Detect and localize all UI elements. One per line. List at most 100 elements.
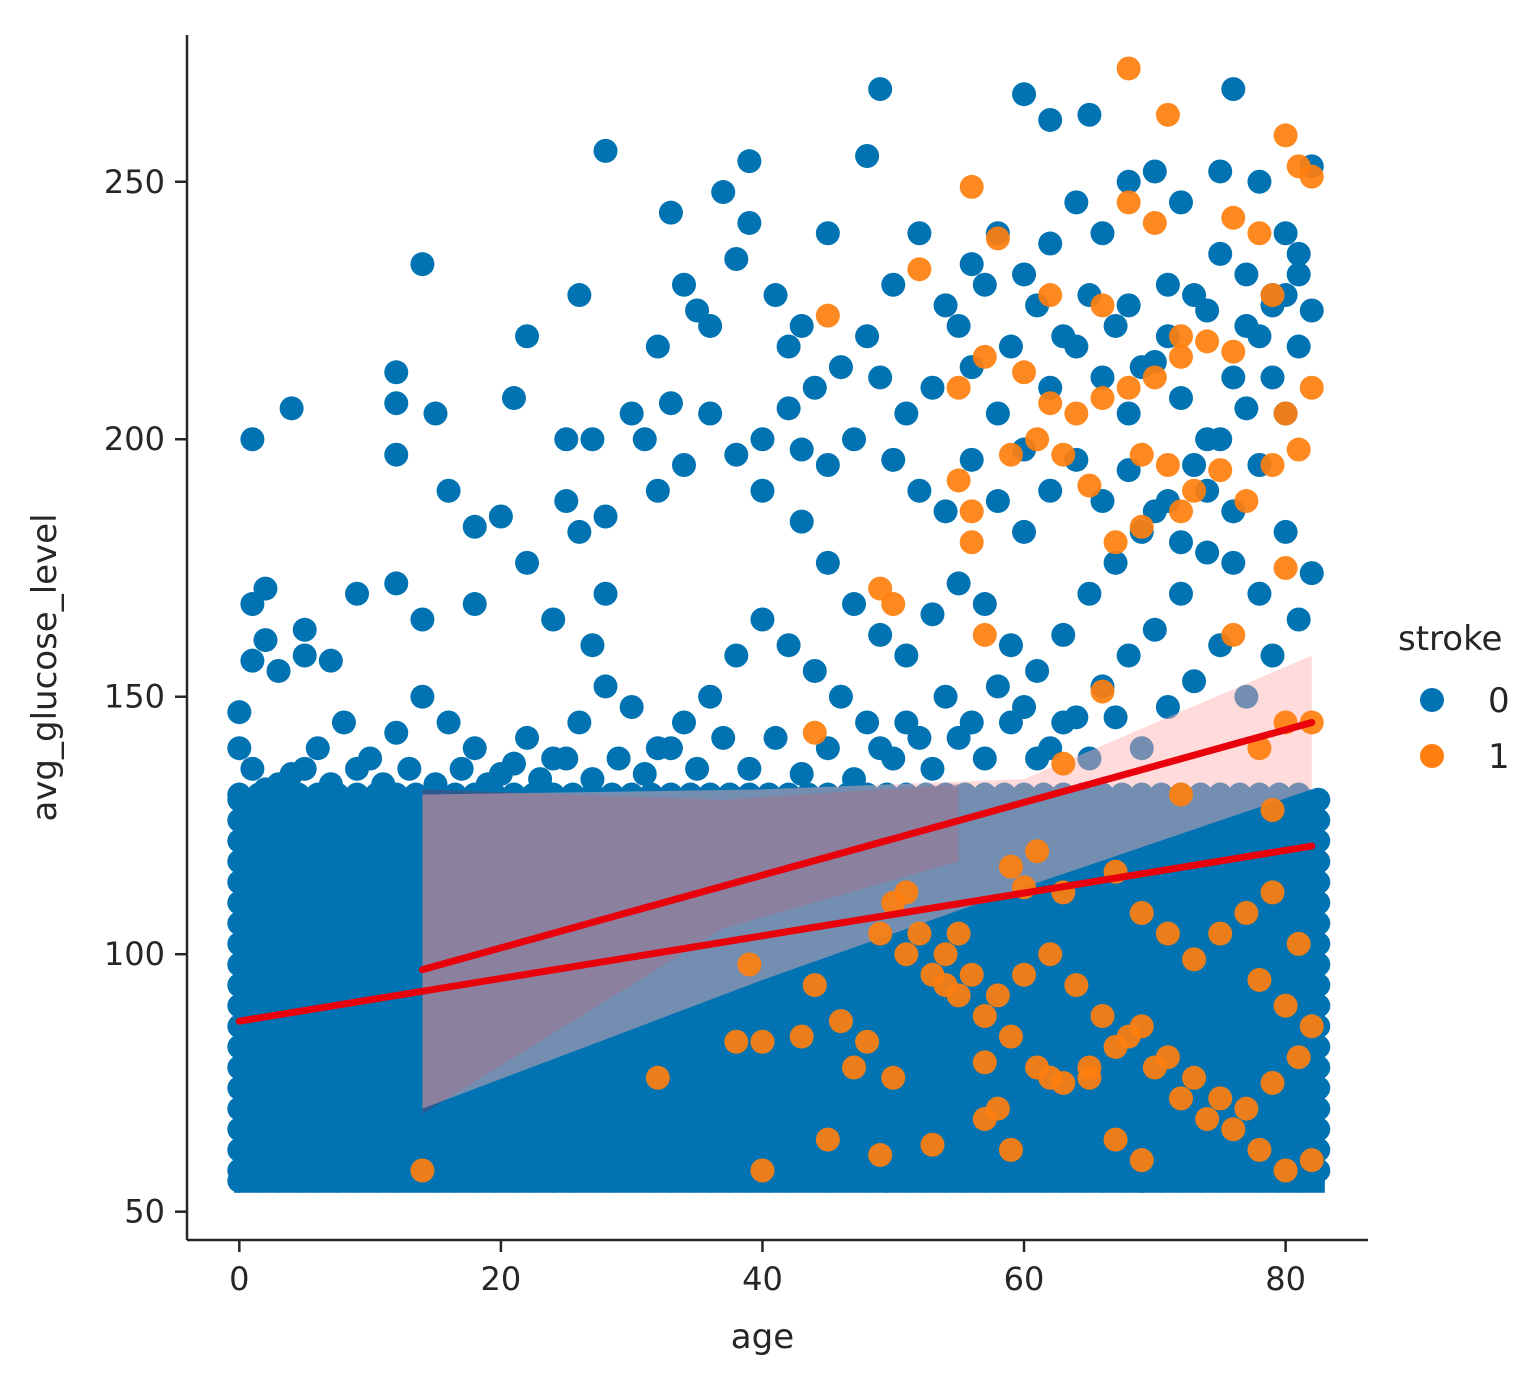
dense-edge-point (600, 1168, 625, 1193)
y-axis-label: avg_glucose_level (25, 513, 65, 821)
dense-edge-point (227, 1096, 252, 1121)
point-series-0 (1025, 658, 1050, 683)
point-series-1 (1168, 782, 1193, 807)
dense-edge-point (972, 1168, 997, 1193)
point-series-0 (698, 684, 723, 709)
dense-edge-point (227, 890, 252, 915)
point-series-1 (946, 468, 971, 493)
point-series-1 (1286, 931, 1311, 956)
point-series-1 (1142, 365, 1167, 390)
dense-edge-point (1129, 782, 1154, 807)
point-series-0 (737, 756, 762, 781)
dense-edge-point (658, 1168, 683, 1193)
point-series-0 (567, 283, 592, 308)
point-series-1 (1064, 401, 1089, 426)
point-series-0 (1051, 622, 1076, 647)
point-series-0 (815, 550, 840, 575)
point-series-1 (868, 1143, 893, 1168)
point-series-0 (632, 427, 657, 452)
point-series-1 (1260, 880, 1285, 905)
point-series-1 (1182, 1065, 1207, 1090)
point-series-1 (985, 1096, 1010, 1121)
point-series-1 (894, 942, 919, 967)
dense-edge-point (286, 1168, 311, 1193)
dense-edge-point (482, 1168, 507, 1193)
dense-edge-point (1306, 973, 1331, 998)
point-series-0 (868, 736, 893, 761)
dense-edge-point (619, 1168, 644, 1193)
point-series-1 (946, 375, 971, 400)
point-series-1 (998, 1137, 1023, 1162)
dense-edge-point (972, 782, 997, 807)
point-series-1 (802, 973, 827, 998)
dense-edge-point (1070, 1168, 1095, 1193)
dense-edge-point (364, 1168, 389, 1193)
point-series-1 (1260, 283, 1285, 308)
point-series-0 (789, 437, 814, 462)
point-series-0 (593, 504, 618, 529)
dense-edge-point (1306, 1096, 1331, 1121)
dense-edge-point (855, 1168, 880, 1193)
point-series-1 (1234, 1096, 1259, 1121)
point-series-1 (1286, 437, 1311, 462)
dense-edge-point (639, 1168, 664, 1193)
point-series-0 (946, 313, 971, 338)
dense-edge-point (1306, 890, 1331, 915)
point-series-0 (1221, 550, 1246, 575)
point-series-0 (724, 442, 749, 467)
point-series-0 (410, 607, 435, 632)
point-series-0 (1129, 736, 1154, 761)
point-series-0 (227, 736, 252, 761)
point-series-1 (933, 942, 958, 967)
point-series-1 (1051, 751, 1076, 776)
point-series-1 (881, 592, 906, 617)
point-series-1 (1155, 921, 1180, 946)
point-series-1 (1234, 489, 1259, 514)
point-series-0 (815, 221, 840, 246)
point-series-0 (1012, 262, 1037, 287)
point-series-1 (724, 1029, 749, 1054)
dense-edge-point (521, 1168, 546, 1193)
dense-edge-point (501, 1168, 526, 1193)
point-series-0 (1260, 365, 1285, 390)
dense-edge-point (953, 1168, 978, 1193)
point-series-0 (789, 509, 814, 534)
point-series-0 (606, 746, 631, 771)
point-series-0 (1012, 82, 1037, 107)
point-series-1 (1103, 1127, 1128, 1152)
dense-edge-point (874, 1168, 899, 1193)
point-series-0 (789, 313, 814, 338)
point-series-1 (1116, 1024, 1141, 1049)
point-series-1 (1012, 360, 1037, 385)
confidence-band-series-1 (422, 655, 1312, 1109)
point-series-1 (959, 174, 984, 199)
point-series-0 (266, 772, 291, 797)
point-series-1 (1051, 442, 1076, 467)
point-series-0 (985, 401, 1010, 426)
dense-edge-point (698, 1168, 723, 1193)
point-series-0 (1077, 746, 1102, 771)
point-series-1 (1299, 1148, 1324, 1173)
point-series-0 (501, 751, 526, 776)
point-series-0 (868, 622, 893, 647)
point-series-0 (410, 252, 435, 277)
point-series-1 (1299, 164, 1324, 189)
dense-edge-point (1227, 782, 1252, 807)
point-series-0 (776, 334, 801, 359)
point-series-0 (1103, 705, 1128, 730)
point-series-0 (331, 710, 356, 735)
dense-edge-point (227, 1117, 252, 1142)
dense-edge-point (325, 1168, 350, 1193)
point-series-1 (1247, 1137, 1272, 1162)
y-axis-ticks: 50 100 150 200 250 (104, 163, 187, 1231)
point-series-0 (842, 427, 867, 452)
regression-lines (235, 718, 1316, 1025)
point-series-1 (1129, 1148, 1154, 1173)
dense-edge-point (345, 1168, 370, 1193)
point-series-1 (1129, 514, 1154, 539)
point-series-0 (436, 710, 461, 735)
dense-edge-point (227, 808, 252, 833)
point-series-0 (1221, 365, 1246, 390)
dense-edge-point (227, 849, 252, 874)
point-series-0 (384, 442, 409, 467)
